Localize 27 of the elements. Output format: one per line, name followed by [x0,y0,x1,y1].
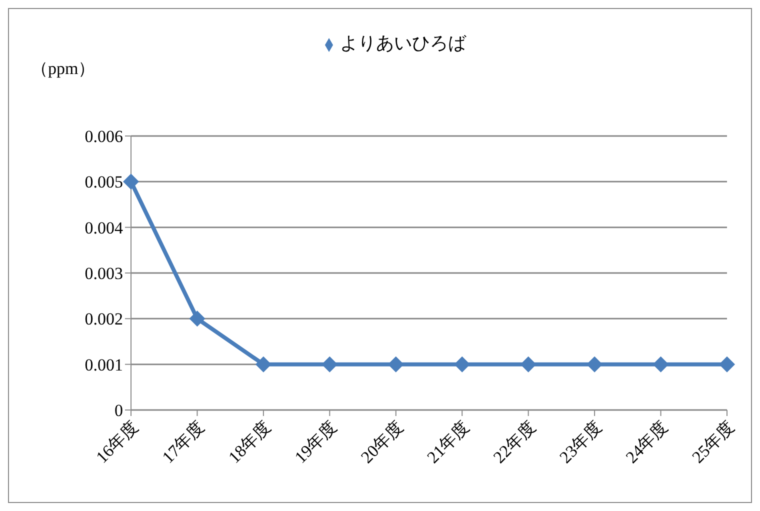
x-tick-label: 23年度 [556,417,606,467]
point [388,356,404,372]
point [652,356,669,372]
point [719,356,735,372]
y-tick-label: 0.003 [84,264,123,284]
y-axis-title: （ppm） [31,58,96,80]
x-tick-label: 17年度 [158,417,208,467]
point [454,356,470,372]
x-tick-label: 20年度 [357,417,407,467]
x-tick-label: 18年度 [224,417,274,467]
x-tick-label: 22年度 [490,417,540,467]
x-tick-label: 19年度 [291,417,340,467]
y-tick-label: 0.004 [84,218,124,238]
x-tick-label: 24年度 [622,417,672,467]
y-tick-label: 0.001 [84,355,123,374]
point [255,356,272,372]
point [586,356,603,372]
point [322,356,338,372]
x-tick-label: 21年度 [423,417,473,467]
x-tick-label: 25年度 [688,417,738,467]
y-tick-label: 0.006 [84,127,123,146]
point [123,174,139,190]
point [520,356,536,372]
y-tick-label: 0.002 [84,310,123,329]
legend-label: よりあいひろば [340,33,466,53]
y-tick-label: 0.005 [84,172,123,192]
point [189,310,206,327]
